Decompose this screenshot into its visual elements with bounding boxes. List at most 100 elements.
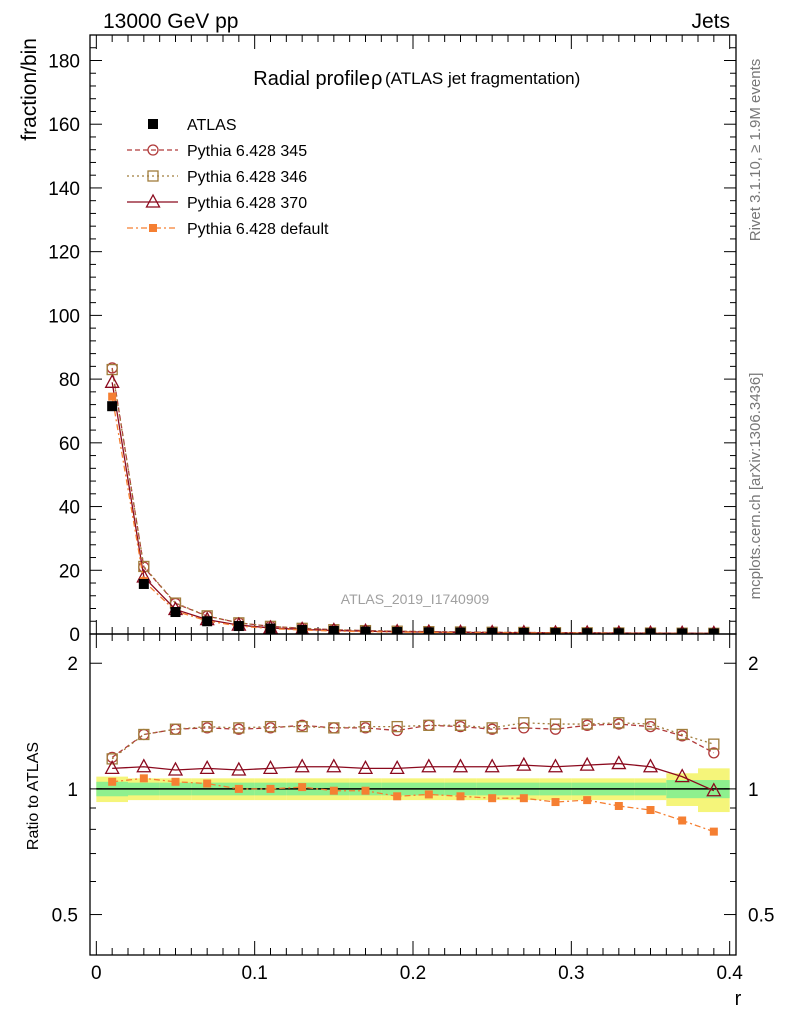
- ratio-point-py346: [138, 728, 150, 741]
- data-point-atlas: [392, 627, 403, 634]
- ratio-point-py346: [264, 720, 277, 733]
- main-y-tick-label: 100: [48, 306, 80, 327]
- main-y-tick-label: 80: [59, 370, 80, 391]
- ratio-point-py346: [518, 717, 530, 729]
- data-point-atlas: [582, 628, 593, 634]
- ratio-point-py346: [106, 753, 118, 765]
- data-point-atlas: [487, 627, 498, 634]
- ratio-point-pydefault: [519, 794, 528, 803]
- ratio-y-tick-label-left: 0.5: [52, 906, 78, 927]
- ratio-line-py370: [112, 762, 715, 792]
- ratio-point-pydefault: [646, 806, 655, 815]
- ratio-point-pydefault: [329, 786, 338, 795]
- legend-label-pydefault: Pythia 6.428 default: [187, 221, 329, 238]
- data-point-atlas: [265, 623, 276, 634]
- data-point-atlas: [613, 628, 624, 634]
- legend-marker-py345: [147, 144, 159, 156]
- main-panel: 0 20 40 60 80 100 120 140 160 180 fraction/bin Ra…: [18, 34, 737, 646]
- data-point-atlas: [107, 401, 118, 412]
- ratio-point-py346: [708, 738, 720, 750]
- ratio-point-py346: [359, 720, 372, 733]
- data-point-atlas: [202, 616, 213, 627]
- ratio-point-py346: [613, 717, 625, 729]
- ratio-point-py370: [611, 755, 627, 770]
- ratio-point-py346: [391, 720, 403, 733]
- ratio-point-py346: [328, 722, 340, 734]
- ratio-point-py370: [167, 761, 184, 776]
- ratio-point-pydefault: [298, 783, 307, 792]
- ratio-point-py346: [423, 719, 435, 731]
- ratio-point-py346: [233, 722, 245, 734]
- data-point-atlas: [645, 628, 656, 634]
- ratio-y-tick-label-left: 2: [67, 654, 78, 675]
- ratio-point-pydefault: [456, 792, 465, 801]
- ratio-point-pydefault: [361, 786, 370, 795]
- main-y-tick-label: 20: [59, 561, 80, 582]
- data-point-atlas: [677, 628, 688, 634]
- data-point-atlas: [297, 625, 308, 634]
- data-point-atlas: [138, 578, 149, 589]
- ratio-point-py370: [326, 758, 342, 773]
- ratio-point-pydefault: [551, 798, 560, 807]
- ratio-panel: 0.5 0.5 1 1 2 2 0 0.1 0.2 0.3 0.4 Ratio to ATLAS r: [25, 633, 774, 1010]
- legend-marker-py346: [147, 170, 159, 182]
- main-y-tick-label: 140: [48, 179, 80, 200]
- ratio-point-pydefault: [139, 774, 148, 783]
- ratio-point-py370: [484, 758, 500, 773]
- chart-title-suffix: (ATLAS jet fragmentation): [385, 69, 580, 88]
- ratio-point-py345: [708, 747, 720, 759]
- ratio-point-py346: [581, 718, 593, 730]
- ratio-frame: [89, 633, 737, 956]
- main-y-tick-label: 0: [69, 625, 80, 646]
- legend-label-py370: Pythia 6.428 370: [187, 195, 307, 212]
- ratio-point-py346: [201, 720, 213, 733]
- ratio-point-pydefault: [171, 777, 180, 786]
- ratio-point-py370: [231, 761, 247, 776]
- ratio-y-tick-label-right: 1: [748, 780, 759, 801]
- ratio-point-py370: [136, 758, 152, 773]
- data-point-pydefault: [108, 392, 117, 401]
- main-y-tick-label: 40: [59, 498, 80, 519]
- legend-item-py345: Pythia 6.428 345: [127, 143, 307, 160]
- header-process-label: Jets: [691, 10, 730, 33]
- ratio-line-pydefault: [112, 777, 715, 833]
- ratio-uncertainty-bands: [96, 768, 730, 813]
- ratio-point-pydefault: [614, 801, 623, 810]
- main-y-tick-label: 180: [48, 51, 80, 72]
- ratio-point-py370: [104, 759, 120, 774]
- data-point-atlas: [170, 607, 181, 618]
- ratio-point-py346: [454, 719, 467, 731]
- ratio-y-axis-label: Ratio to ATLAS: [25, 742, 42, 850]
- series-line-py370: [111, 382, 714, 634]
- header-energy-label: 13000 GeV pp: [103, 10, 238, 33]
- legend-marker-atlas: [148, 119, 158, 129]
- data-point-atlas: [423, 627, 434, 634]
- x-tick-label: 0.4: [716, 963, 743, 984]
- main-series-group: [104, 362, 720, 634]
- ratio-series-pydefault: [108, 774, 718, 836]
- data-point-atlas: [550, 628, 561, 634]
- ratio-point-pydefault: [424, 790, 433, 799]
- ratio-y-tick-label-right: 2: [748, 654, 759, 675]
- ratio-point-pydefault: [709, 827, 718, 836]
- data-point-atlas: [233, 621, 244, 632]
- mcplots-label: mcplots.cern.ch [arXiv:1306.3436]: [747, 373, 764, 600]
- series-atlas: [107, 401, 719, 634]
- legend-marker-py370: [145, 193, 161, 208]
- chart-title: Radial profile: [253, 68, 370, 90]
- data-point-atlas: [455, 627, 466, 634]
- ratio-point-py346: [644, 718, 657, 730]
- ratio-point-py370: [452, 758, 469, 773]
- ratio-axis-ticks: 0.5 0.5 1 1 2 2 0 0.1 0.2 0.3 0.4: [52, 634, 774, 984]
- data-point-py370: [104, 373, 120, 388]
- legend-item-atlas: ATLAS: [148, 117, 237, 134]
- ratio-point-py370: [357, 759, 374, 774]
- ratio-series-group: [104, 717, 722, 836]
- ratio-point-pydefault: [266, 784, 275, 793]
- ratio-point-py370: [389, 759, 405, 774]
- legend-item-py346: Pythia 6.428 346: [127, 169, 307, 186]
- ratio-point-py370: [262, 759, 279, 774]
- ratio-point-py370: [421, 758, 437, 773]
- ratio-point-py346: [296, 720, 308, 733]
